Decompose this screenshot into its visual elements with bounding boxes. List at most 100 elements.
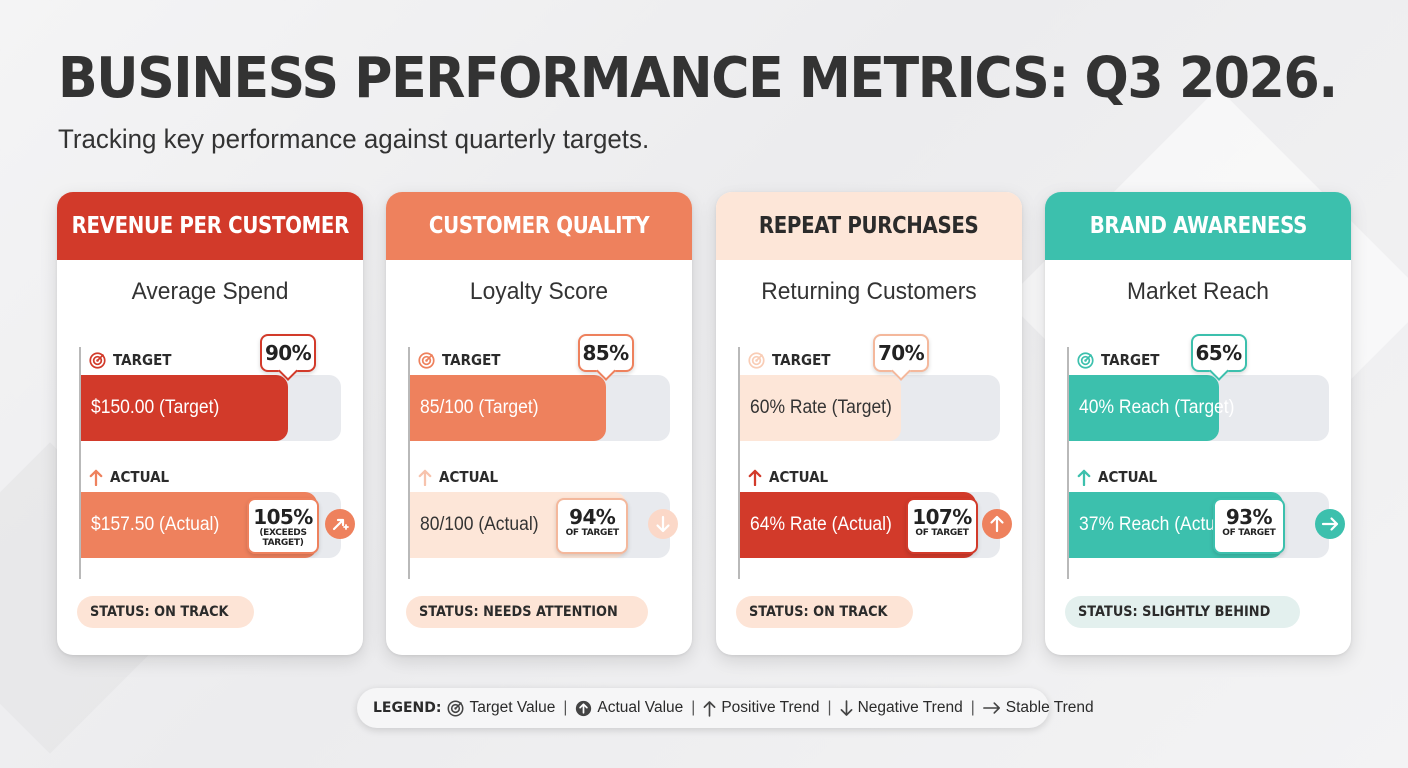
page-title: BUSINESS PERFORMANCE METRICS: Q3 2026.	[58, 46, 1338, 111]
actual-bar-text: 37% Reach (Actual)	[1079, 514, 1235, 535]
actual-row-label: ACTUAL	[1077, 468, 1164, 486]
target-row-label: TARGET	[418, 351, 507, 369]
legend-label: Negative Trend	[857, 699, 963, 716]
target-percent-badge: 65%	[1190, 334, 1247, 372]
target-icon	[418, 351, 435, 369]
target-icon	[89, 351, 106, 369]
trend-right-icon	[1315, 509, 1345, 539]
metric-card: CUSTOMER QUALITY Loyalty Score TARGET 85…	[386, 192, 692, 655]
card-title: REVENUE PER CUSTOMER	[71, 213, 349, 239]
actual-percent: 107%	[912, 505, 972, 529]
actual-row-label: ACTUAL	[418, 468, 505, 486]
card-header: BRAND AWARENESS	[1045, 192, 1351, 260]
target-label: TARGET	[113, 351, 172, 369]
actual-label: ACTUAL	[1098, 468, 1158, 486]
actual-percent-note: (EXCEEDS TARGET)	[259, 528, 307, 548]
card-title: CUSTOMER QUALITY	[428, 213, 650, 239]
legend-item: Negative Trend	[840, 699, 963, 717]
bar-axis	[79, 347, 81, 579]
actual-percent-note: OF TARGET	[915, 528, 969, 538]
legend-item: Target Value	[447, 699, 555, 717]
bar-axis	[738, 347, 740, 579]
actual-label: ACTUAL	[769, 468, 829, 486]
target-icon	[1077, 351, 1094, 369]
target-label: TARGET	[772, 351, 831, 369]
actual-label: ACTUAL	[110, 468, 170, 486]
target-bar-track: 60% Rate (Target)	[740, 375, 1000, 441]
page-subtitle: Tracking key performance against quarter…	[58, 124, 650, 154]
card-header: REPEAT PURCHASES	[716, 192, 1022, 260]
target-row-label: TARGET	[89, 351, 178, 369]
legend-separator: |	[827, 699, 832, 716]
bar-axis	[408, 347, 410, 579]
target-icon	[748, 351, 765, 369]
status-badge: STATUS: NEEDS ATTENTION	[406, 596, 649, 628]
actual-row-label: ACTUAL	[89, 468, 176, 486]
legend-item: Stable Trend	[982, 699, 1094, 717]
target-bar-text: 85/100 (Target)	[420, 397, 539, 418]
target-bar	[1069, 375, 1219, 441]
actual-percent: 94%	[569, 505, 616, 529]
metric-card: REPEAT PURCHASES Returning Customers TAR…	[716, 192, 1022, 655]
target-bar-track: $150.00 (Target)	[81, 375, 341, 441]
actual-percent-badge: 107% OF TARGET	[906, 498, 978, 554]
target-bar	[740, 375, 901, 441]
target-bar-text: 60% Rate (Target)	[750, 397, 892, 418]
card-header: CUSTOMER QUALITY	[386, 192, 692, 260]
actual-percent-badge: 94% OF TARGET	[556, 498, 629, 554]
actual-percent-note: OF TARGET	[1222, 528, 1276, 538]
actual-percent-badge: 93% OF TARGET	[1212, 498, 1285, 554]
arrow-up-icon	[418, 469, 432, 486]
target-bar-track: 85/100 (Target)	[410, 375, 670, 441]
target-percent-badge: 70%	[873, 334, 929, 372]
arrow-up-icon	[748, 469, 762, 486]
actual-percent-note: OF TARGET	[565, 528, 620, 538]
legend-item: Actual Value	[575, 699, 683, 717]
target-label: TARGET	[442, 351, 501, 369]
target-bar	[410, 375, 606, 441]
actual-percent-badge: 105% (EXCEEDS TARGET)	[247, 498, 319, 554]
metric-name: Market Reach	[1127, 278, 1269, 305]
arrow-right-icon	[982, 702, 1000, 714]
metric-name: Loyalty Score	[469, 278, 609, 305]
target-percent-badge: 85%	[577, 334, 634, 372]
status-badge: STATUS: SLIGHTLY BEHIND	[1065, 596, 1300, 628]
card-header: REVENUE PER CUSTOMER	[57, 192, 363, 260]
legend-item: Positive Trend	[703, 699, 820, 717]
legend-label: Actual Value	[597, 699, 684, 716]
metric-card: BRAND AWARENESS Market Reach TARGET 40% …	[1045, 192, 1351, 655]
legend-separator: |	[563, 699, 568, 716]
legend-label: Positive Trend	[721, 699, 820, 716]
metric-name: Average Spend	[131, 278, 289, 305]
status-badge: STATUS: ON TRACK	[77, 596, 254, 628]
legend-separator: |	[691, 699, 696, 716]
card-title: REPEAT PURCHASES	[759, 213, 979, 239]
status-text: STATUS: NEEDS ATTENTION	[419, 604, 618, 620]
actual-percent: 105%	[253, 505, 313, 529]
actual-bar-text: $157.50 (Actual)	[91, 514, 220, 535]
actual-row-label: ACTUAL	[748, 468, 835, 486]
legend-label: Target Value	[469, 699, 556, 716]
actual-circle-icon	[576, 700, 592, 716]
target-bar-text: 40% Reach (Target)	[1079, 397, 1235, 418]
status-text: STATUS: ON TRACK	[90, 604, 229, 620]
arrow-up-icon	[1077, 469, 1091, 486]
actual-bar-text: 80/100 (Actual)	[420, 514, 539, 535]
card-title: BRAND AWARENESS	[1089, 213, 1307, 239]
trend-up-icon	[325, 509, 355, 539]
target-bar	[81, 375, 288, 441]
target-bar-track: 40% Reach (Target)	[1069, 375, 1329, 441]
target-row-label: TARGET	[748, 351, 837, 369]
actual-bar-track: 80/100 (Actual)	[410, 492, 670, 558]
actual-bar-track: 37% Reach (Actual)	[1069, 492, 1329, 558]
status-text: STATUS: SLIGHTLY BEHIND	[1078, 604, 1271, 620]
target-bar-text: $150.00 (Target)	[91, 397, 220, 418]
trend-up-icon	[982, 509, 1012, 539]
legend-label: Stable Trend	[1005, 699, 1094, 716]
target-icon	[447, 700, 464, 716]
metric-name: Returning Customers	[761, 278, 977, 305]
target-percent-badge: 90%	[260, 334, 316, 372]
legend-separator: |	[970, 699, 975, 716]
legend: LEGEND: Target Value | Actual Value | Po…	[357, 688, 1094, 728]
status-text: STATUS: ON TRACK	[749, 604, 888, 620]
